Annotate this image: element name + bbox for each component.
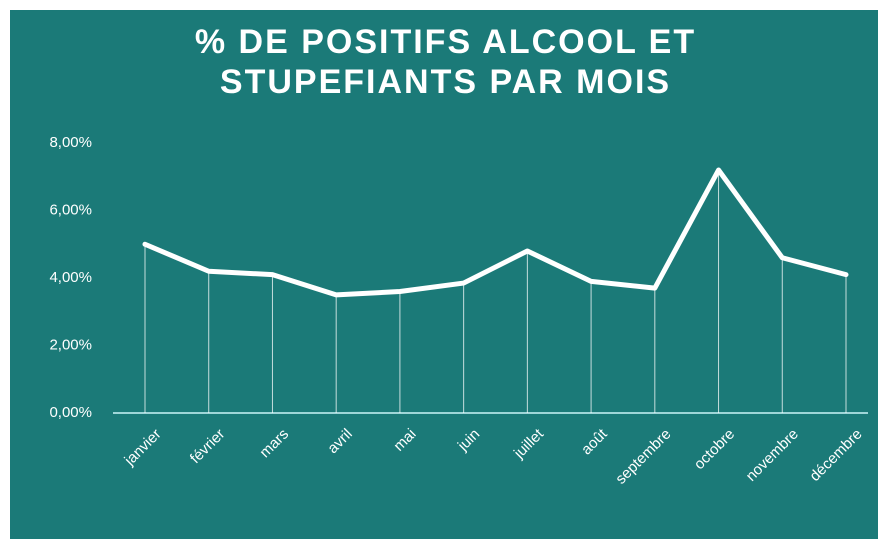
- y-tick-label: 0,00%: [49, 404, 92, 421]
- x-tick-label: juin: [454, 426, 483, 455]
- y-tick-label: 8,00%: [49, 134, 92, 151]
- x-tick-label: mai: [390, 426, 419, 455]
- x-tick-label: avril: [324, 426, 355, 457]
- x-tick-label: novembre: [743, 426, 802, 485]
- x-tick-label: août: [578, 425, 611, 458]
- x-tick-label: septembre: [612, 426, 674, 488]
- chart-background: [10, 10, 878, 539]
- x-tick-label: janvier: [121, 426, 165, 470]
- x-tick-label: juillet: [510, 425, 547, 462]
- x-tick-label: décembre: [806, 426, 865, 485]
- x-tick-label: février: [187, 426, 228, 467]
- x-tick-label: octobre: [691, 426, 738, 473]
- y-tick-label: 2,00%: [49, 336, 92, 353]
- line: [142, 167, 849, 298]
- x-tick-label: mars: [256, 426, 292, 462]
- y-tick-label: 4,00%: [49, 269, 92, 286]
- chart-title: % DE POSITIFS ALCOOL ET STUPEFIANTS PAR …: [194, 23, 697, 101]
- y-tick-label: 6,00%: [49, 201, 92, 218]
